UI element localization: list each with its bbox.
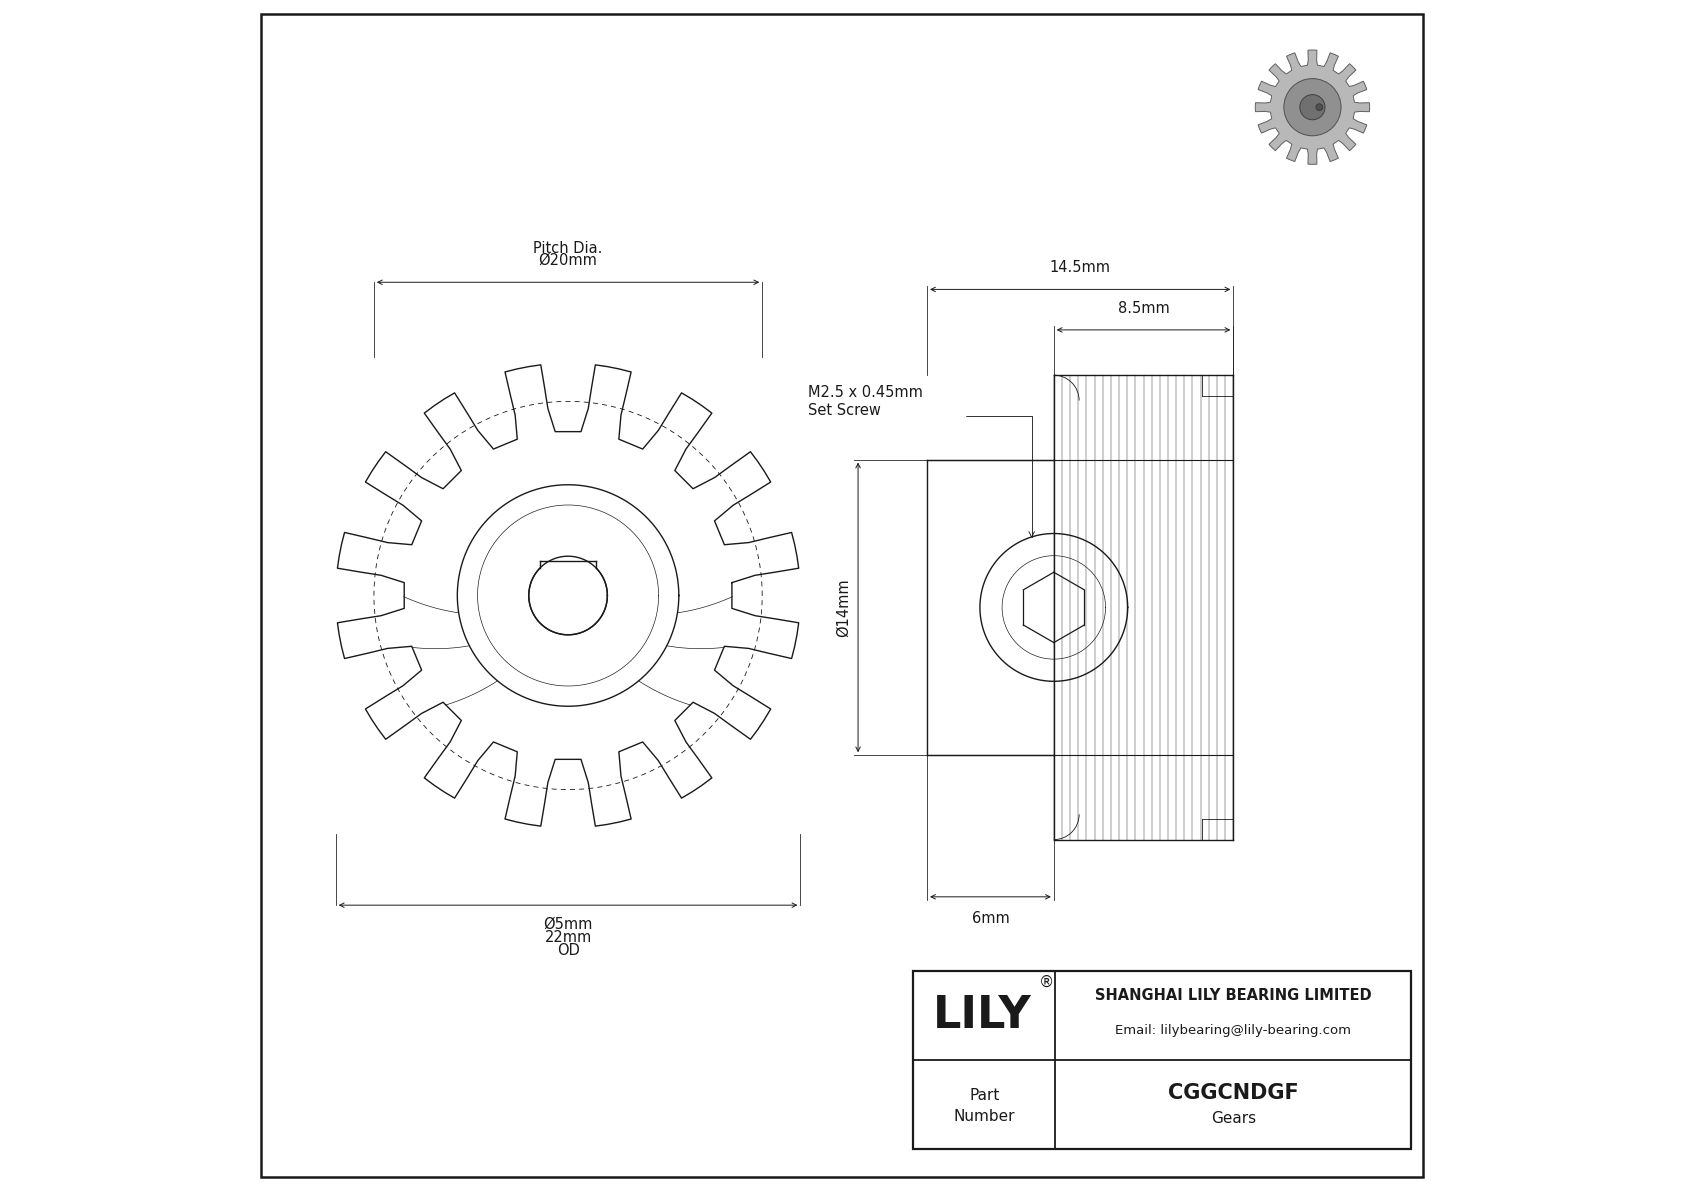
Text: Number: Number bbox=[953, 1109, 1015, 1124]
Text: Set Screw: Set Screw bbox=[808, 403, 881, 418]
Text: M2.5 x 0.45mm: M2.5 x 0.45mm bbox=[808, 385, 923, 400]
Text: CGGCNDGF: CGGCNDGF bbox=[1169, 1083, 1298, 1103]
Text: SHANGHAI LILY BEARING LIMITED: SHANGHAI LILY BEARING LIMITED bbox=[1095, 987, 1372, 1003]
Text: ®: ® bbox=[1039, 974, 1054, 990]
Text: Ø20mm: Ø20mm bbox=[539, 252, 598, 268]
Text: Ø5mm: Ø5mm bbox=[544, 917, 593, 933]
Polygon shape bbox=[1255, 50, 1369, 164]
Text: Ø14mm: Ø14mm bbox=[835, 578, 850, 637]
Text: Email: lilybearing@lily-bearing.com: Email: lilybearing@lily-bearing.com bbox=[1115, 1024, 1351, 1037]
Text: Gears: Gears bbox=[1211, 1111, 1256, 1127]
Text: OD: OD bbox=[557, 943, 579, 959]
Bar bbox=[913, 971, 1411, 1149]
Text: LILY: LILY bbox=[933, 993, 1031, 1037]
Text: 14.5mm: 14.5mm bbox=[1049, 260, 1111, 275]
Circle shape bbox=[1283, 79, 1340, 136]
Text: Pitch Dia.: Pitch Dia. bbox=[534, 241, 603, 256]
Text: 6mm: 6mm bbox=[972, 911, 1009, 927]
Text: Part: Part bbox=[970, 1087, 1000, 1103]
Circle shape bbox=[1315, 104, 1322, 111]
Text: 8.5mm: 8.5mm bbox=[1118, 300, 1169, 316]
Circle shape bbox=[1300, 94, 1325, 120]
Text: 22mm: 22mm bbox=[544, 930, 591, 946]
